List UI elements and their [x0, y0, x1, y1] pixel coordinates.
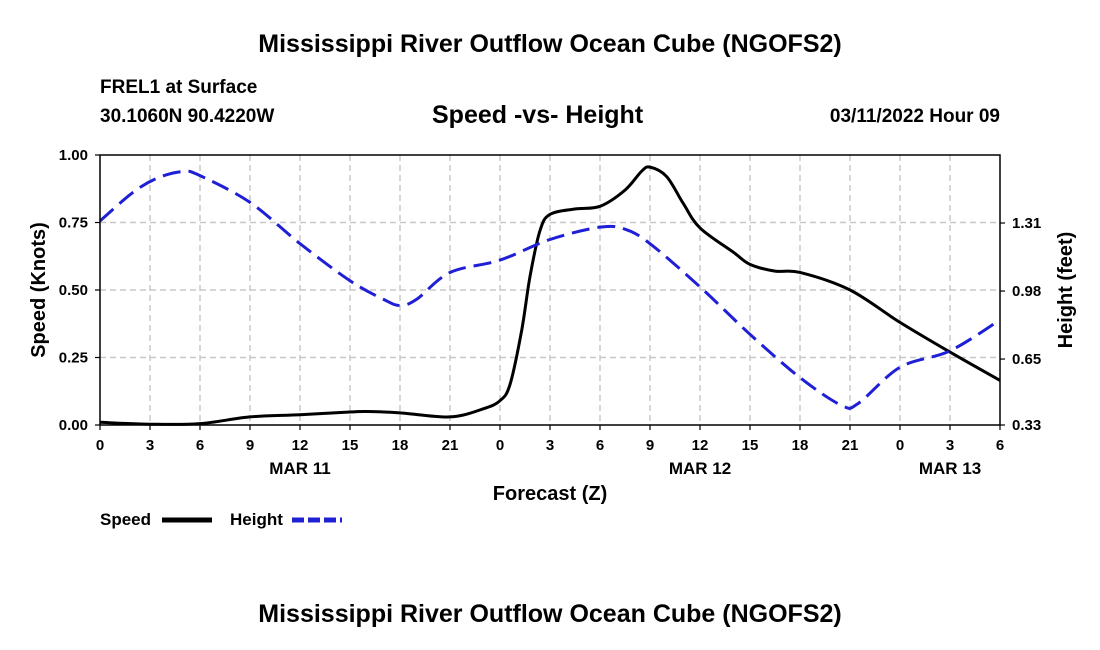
y-tick-label: 0.25 [59, 350, 88, 367]
page-title: Mississippi River Outflow Ocean Cube (NG… [258, 30, 842, 58]
y2-axis-label: Height (feet) [1055, 232, 1077, 349]
y2-tick-label: 0.65 [1012, 351, 1041, 368]
x-tick-label: 0 [896, 437, 904, 454]
x-tick-label: 21 [842, 437, 859, 454]
y-tick-label: 0.50 [59, 282, 88, 299]
y2-tick-label: 0.98 [1012, 283, 1041, 300]
legend: Speed Height [100, 510, 342, 529]
coordinates-label: 30.1060N 90.4220W [100, 106, 275, 127]
x-tick-label: 18 [392, 437, 409, 454]
x-tick-label: 15 [742, 437, 759, 454]
x-tick-label: 9 [646, 437, 654, 454]
x-tick-label: 12 [292, 437, 309, 454]
grid [100, 155, 1000, 425]
date-label: MAR 12 [669, 459, 731, 478]
x-tick-label: 3 [946, 437, 954, 454]
x-tick-label: 9 [246, 437, 254, 454]
x-tick-label: 3 [146, 437, 154, 454]
y-axis-label: Speed (Knots) [28, 222, 50, 358]
y-tick-label: 0.00 [59, 417, 88, 434]
series-group [99, 165, 1001, 426]
date-label: MAR 13 [919, 459, 981, 478]
x-tick-label: 0 [496, 437, 504, 454]
y2-tick-label: 0.33 [1012, 417, 1041, 434]
x-tick-label: 6 [196, 437, 204, 454]
chart-title: Speed -vs- Height [432, 101, 644, 129]
y2-tick-label: 1.31 [1012, 215, 1041, 232]
x-tick-label: 6 [596, 437, 604, 454]
x-tick-label: 21 [442, 437, 459, 454]
y-tick-label: 0.75 [59, 215, 88, 232]
speed-line [99, 165, 1001, 426]
legend-height-label: Height [230, 510, 283, 529]
x-tick-label: 12 [692, 437, 709, 454]
datetime-label: 03/11/2022 Hour 09 [829, 106, 1000, 127]
x-tick-label: 15 [342, 437, 359, 454]
station-label: FREL1 at Surface [100, 77, 258, 98]
x-axis-label: Forecast (Z) [493, 483, 607, 505]
x-tick-label: 3 [546, 437, 554, 454]
x-tick-label: 0 [96, 437, 104, 454]
x-tick-label: 18 [792, 437, 809, 454]
y-tick-label: 1.00 [59, 147, 88, 164]
x-tick-label: 6 [996, 437, 1004, 454]
footer-title: Mississippi River Outflow Ocean Cube (NG… [258, 600, 842, 628]
height-line [99, 169, 1001, 410]
date-label: MAR 11 [269, 459, 330, 478]
legend-speed-label: Speed [100, 510, 151, 529]
ticks: 0 3 6 9 12 15 18 21 0 3 6 9 12 15 18 21 0 3 6 MAR 11 MAR 12 M… [59, 147, 1041, 478]
